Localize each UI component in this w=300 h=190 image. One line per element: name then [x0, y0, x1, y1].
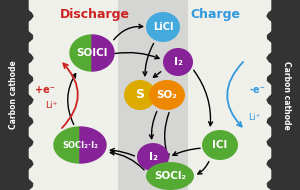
Ellipse shape	[146, 162, 194, 190]
Text: SOCl₂·I₂: SOCl₂·I₂	[62, 140, 98, 150]
Ellipse shape	[202, 130, 238, 160]
Text: S: S	[136, 89, 145, 101]
Text: Carbon cathode: Carbon cathode	[281, 61, 290, 129]
Text: -e⁻: -e⁻	[250, 85, 266, 95]
Bar	[272, 0, 300, 190]
Text: SOCl₂: SOCl₂	[154, 171, 186, 181]
Text: Li⁺: Li⁺	[248, 113, 260, 123]
Text: Carbon cathode: Carbon cathode	[10, 61, 19, 129]
Ellipse shape	[124, 80, 156, 110]
Polygon shape	[70, 35, 92, 71]
Text: Li⁺: Li⁺	[45, 101, 57, 109]
Text: SO₂: SO₂	[157, 90, 177, 100]
Text: I₂: I₂	[174, 57, 182, 67]
Text: LiCl: LiCl	[153, 22, 173, 32]
Polygon shape	[92, 35, 114, 71]
Text: Charge: Charge	[190, 8, 240, 21]
Text: SOICl: SOICl	[76, 48, 108, 58]
Bar	[118, 0, 188, 190]
Text: I₂: I₂	[148, 152, 158, 162]
Ellipse shape	[149, 80, 185, 110]
Ellipse shape	[146, 12, 180, 42]
Text: +e⁻: +e⁻	[35, 85, 55, 95]
Text: ICl: ICl	[212, 140, 228, 150]
Ellipse shape	[137, 143, 169, 171]
Ellipse shape	[163, 48, 193, 76]
Text: Discharge: Discharge	[60, 8, 130, 21]
Polygon shape	[80, 127, 106, 163]
Polygon shape	[54, 127, 80, 163]
Bar	[0, 0, 28, 190]
